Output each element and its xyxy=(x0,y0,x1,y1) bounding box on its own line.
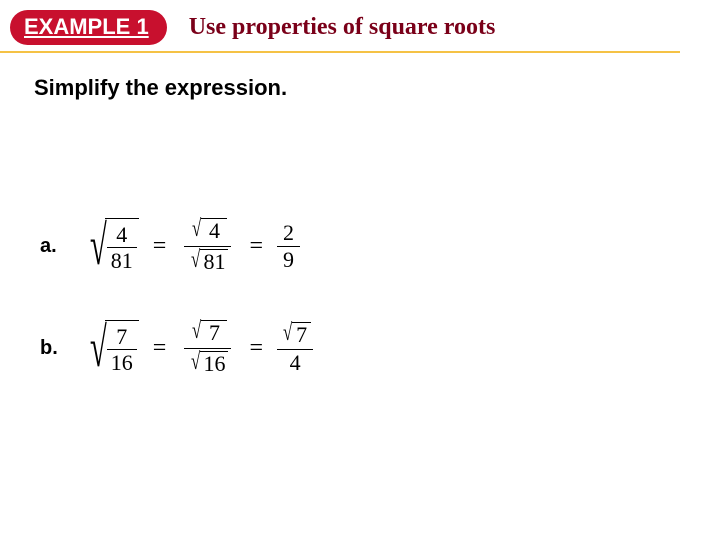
radical-icon: √ xyxy=(191,249,200,271)
instruction-text: Simplify the expression. xyxy=(34,75,720,101)
problem-list: a. √ 4 81 = √ 4 √ 81 = 2 9 b xyxy=(40,216,720,378)
problem-a: a. √ 4 81 = √ 4 √ 81 = 2 9 xyxy=(40,216,720,276)
problem-a-lhs-denominator: 81 xyxy=(107,248,137,272)
header: EXAMPLE 1 Use properties of square roots xyxy=(0,0,680,53)
header-title: Use properties of square roots xyxy=(189,14,496,41)
radical-icon: √ xyxy=(90,218,107,274)
problem-b-lhs-denominator: 16 xyxy=(107,350,137,374)
radical-icon: √ xyxy=(191,351,200,373)
problem-a-result-fraction: 2 9 xyxy=(277,221,300,270)
radical-icon: √ xyxy=(192,320,201,342)
example-badge: EXAMPLE 1 xyxy=(10,10,167,45)
problem-b-result-denominator: 4 xyxy=(277,350,313,374)
problem-a-lhs-sqrt-fraction: √ 4 81 xyxy=(76,218,139,274)
problem-b-mid-denominator: 16 xyxy=(200,351,228,376)
problem-b-mid-numerator: 7 xyxy=(201,320,227,345)
problem-b-lhs-numerator: 7 xyxy=(107,325,137,350)
problem-a-mid-denominator: 81 xyxy=(200,249,228,274)
equals-sign: = xyxy=(153,233,167,260)
problem-b: b. √ 7 16 = √ 7 √ 16 = √ 7 xyxy=(40,318,720,378)
problem-b-label: b. xyxy=(40,337,76,360)
radical-icon: √ xyxy=(192,218,201,240)
problem-b-mid-fraction-of-sqrts: √ 7 √ 16 xyxy=(184,320,231,375)
problem-b-result-numerator: 7 xyxy=(292,322,311,347)
problem-a-label: a. xyxy=(40,235,76,258)
radical-icon: √ xyxy=(283,322,292,344)
equals-sign: = xyxy=(153,335,167,362)
problem-a-mid-fraction-of-sqrts: √ 4 √ 81 xyxy=(184,218,231,273)
problem-a-mid-numerator: 4 xyxy=(201,218,227,243)
equals-sign: = xyxy=(249,233,263,260)
problem-b-result-fraction: √ 7 4 xyxy=(277,322,313,374)
problem-a-lhs-numerator: 4 xyxy=(107,223,137,248)
radical-icon: √ xyxy=(90,320,107,376)
equals-sign: = xyxy=(249,335,263,362)
problem-a-result-numerator: 2 xyxy=(277,221,300,246)
problem-a-result-denominator: 9 xyxy=(277,247,300,271)
problem-b-lhs-sqrt-fraction: √ 7 16 xyxy=(76,320,139,376)
